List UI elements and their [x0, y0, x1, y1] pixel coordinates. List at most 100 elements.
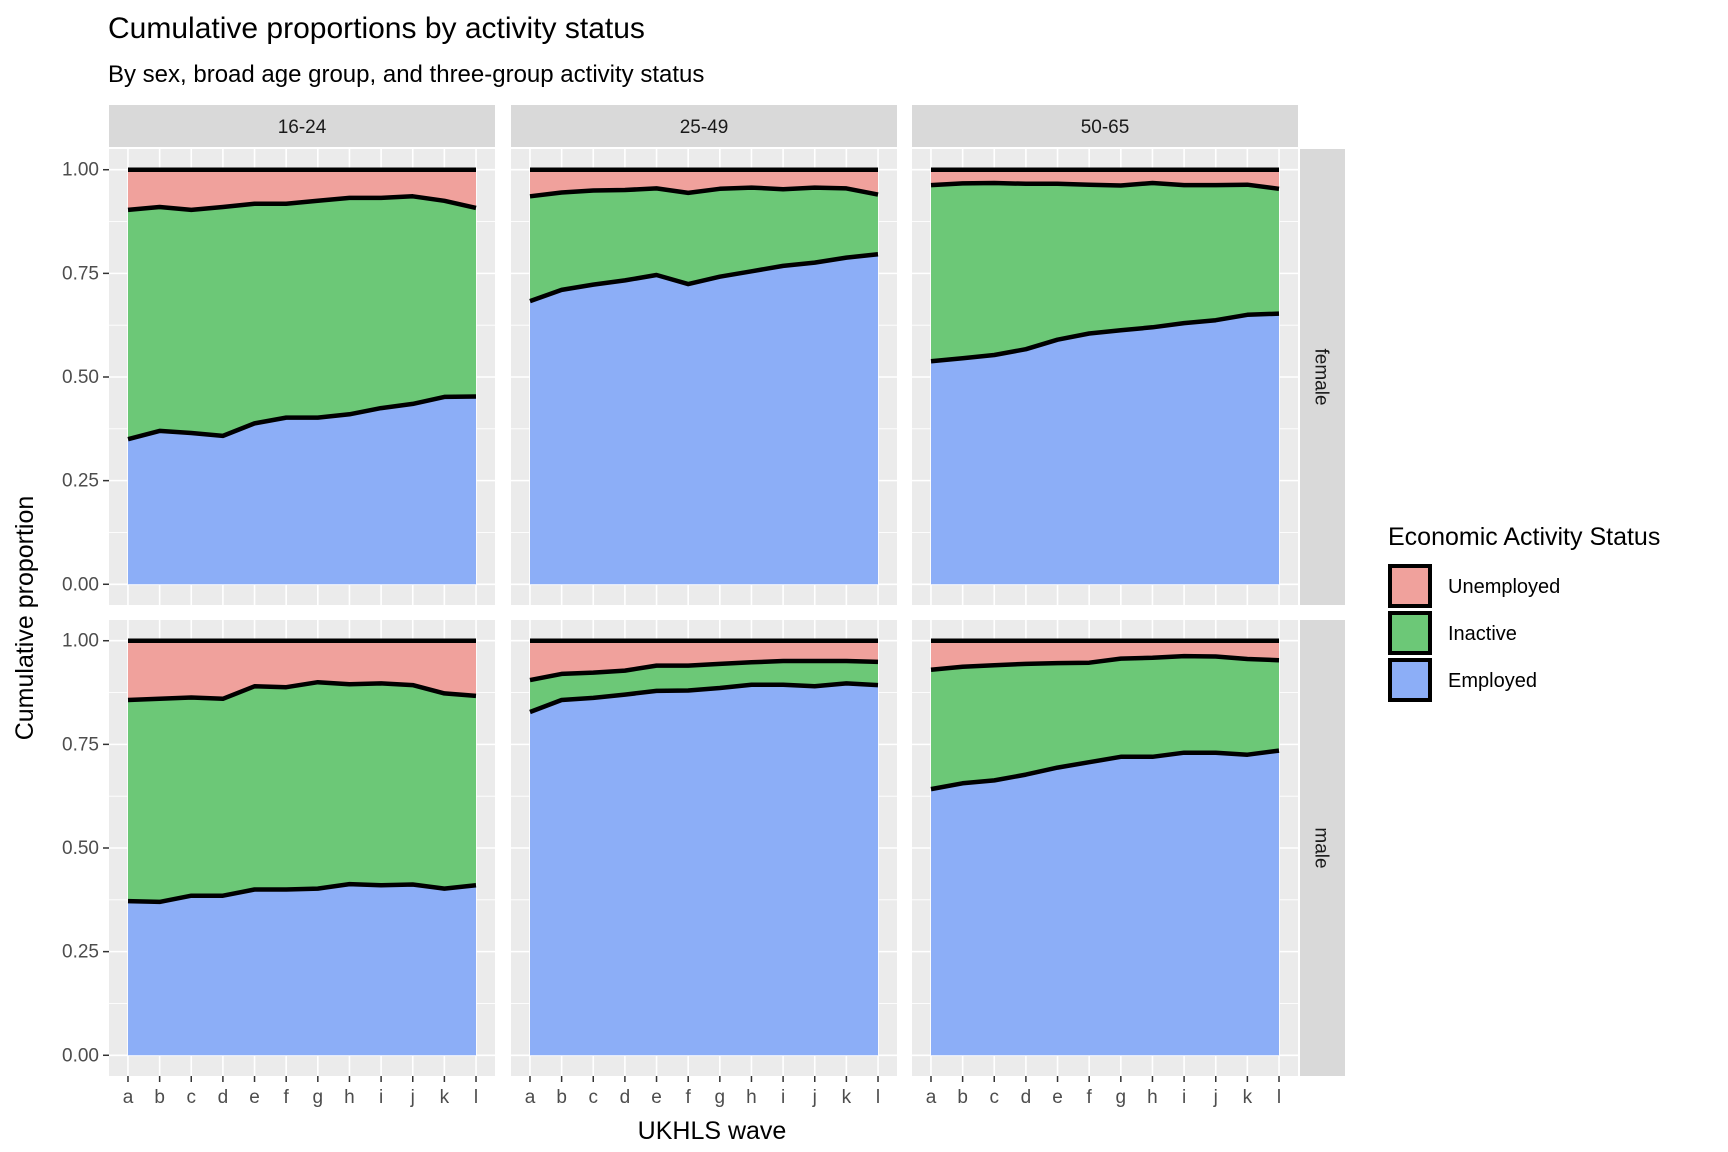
y-tick-label: 0.75 — [62, 734, 99, 755]
x-tick-label: b — [154, 1087, 165, 1108]
facet-strip-label: 50-65 — [1081, 117, 1130, 138]
line-employed — [529, 681, 879, 715]
line-employed — [930, 311, 1280, 364]
area-inactive — [530, 661, 878, 712]
y-tick-label: 0.50 — [62, 838, 99, 859]
area-inactive — [128, 196, 476, 440]
area-employed — [931, 313, 1279, 585]
x-tick-label: i — [379, 1087, 383, 1108]
y-tick-label: 0.00 — [62, 574, 99, 595]
legend-label-inactive: Inactive — [1448, 623, 1517, 645]
x-tick-label: g — [1116, 1087, 1127, 1108]
x-tick-label: j — [410, 1087, 415, 1108]
facet-strip-25-49 — [511, 105, 897, 147]
area-inactive — [931, 183, 1279, 362]
x-tick-label: j — [812, 1087, 817, 1108]
line-inactive — [127, 194, 477, 213]
legend-label-unemployed: Unemployed — [1448, 576, 1560, 598]
y-tick-label: 1.00 — [62, 160, 99, 181]
x-tick-label: h — [1147, 1087, 1158, 1108]
y-tick-label: 1.00 — [62, 631, 99, 652]
x-tick-label: f — [1087, 1087, 1093, 1108]
x-tick-label: k — [842, 1087, 852, 1108]
facet-strip-16-24 — [109, 105, 495, 147]
x-tick-label: c — [187, 1087, 197, 1108]
line-inactive — [127, 679, 477, 703]
area-unemployed — [128, 169, 476, 210]
line-employed — [529, 252, 879, 304]
legend-label-employed: Employed — [1448, 670, 1537, 692]
x-tick-label: d — [1021, 1087, 1032, 1108]
x-tick-label: a — [123, 1087, 134, 1108]
panel-female-16-24: 0.00 0.25 0.50 0.75 1.00 — [62, 149, 495, 605]
legend-key-unemployed — [1388, 564, 1432, 608]
area-inactive — [128, 682, 476, 902]
x-tick-label: b — [957, 1087, 968, 1108]
y-tick-label: 0.50 — [62, 367, 99, 388]
x-tick-label: k — [440, 1087, 450, 1108]
y-tick-label: 0.75 — [62, 263, 99, 284]
x-tick-label: l — [876, 1087, 880, 1108]
legend-title: Economic Activity Status — [1388, 523, 1660, 551]
panel-male-16-24: 0.00 0.25 0.50 0.75 1.00 a b c d e f g h i j k l — [62, 620, 495, 1108]
x-tick-label: h — [746, 1087, 757, 1108]
x-tick-label: a — [926, 1087, 937, 1108]
x-tick-label: b — [556, 1087, 567, 1108]
facet-strip-label: male — [1311, 827, 1332, 868]
line-inactive — [930, 653, 1280, 672]
y-tick-label: 0.25 — [62, 942, 99, 963]
x-tick-label: g — [313, 1087, 324, 1108]
line-inactive — [930, 180, 1280, 192]
x-tick-label: a — [525, 1087, 536, 1108]
chart-subtitle: By sex, broad age group, and three-group… — [108, 61, 704, 88]
line-inactive — [529, 185, 879, 199]
line-employed — [127, 881, 477, 905]
facet-strip-label: female — [1311, 348, 1332, 405]
y-tick-label: 0.00 — [62, 1045, 99, 1066]
x-tick-label: l — [474, 1087, 478, 1108]
legend: Economic Activity Status Unemployed Inact… — [1388, 523, 1660, 702]
x-tick-label: d — [620, 1087, 631, 1108]
x-tick-label: c — [990, 1087, 1000, 1108]
y-tick-label: 0.25 — [62, 471, 99, 492]
x-tick-label: l — [1277, 1087, 1281, 1108]
x-tick-label: e — [249, 1087, 260, 1108]
x-tick-label: e — [1052, 1087, 1063, 1108]
x-tick-label: f — [686, 1087, 692, 1108]
x-tick-label: d — [218, 1087, 229, 1108]
chart-title: Cumulative proportions by activity statu… — [108, 12, 645, 45]
area-employed — [128, 396, 476, 585]
facet-strip-label: 25-49 — [680, 117, 729, 138]
x-tick-label: h — [344, 1087, 355, 1108]
panel-female-25-49 — [511, 149, 897, 605]
facet-strip-50-65 — [912, 105, 1298, 147]
line-employed — [930, 748, 1280, 792]
x-tick-label: i — [1182, 1087, 1186, 1108]
y-axis-title: Cumulative proportion — [11, 496, 39, 741]
x-tick-label: j — [1213, 1087, 1218, 1108]
area-inactive — [931, 656, 1279, 790]
panel-female-50-65 — [912, 149, 1298, 605]
x-tick-label: k — [1243, 1087, 1253, 1108]
legend-key-employed — [1388, 658, 1432, 702]
x-tick-label: e — [651, 1087, 662, 1108]
facet-strip-female — [1300, 149, 1345, 605]
line-employed — [127, 394, 477, 442]
legend-key-inactive — [1388, 611, 1432, 655]
facet-strip-label: 16-24 — [278, 117, 327, 138]
x-tick-label: g — [715, 1087, 726, 1108]
x-tick-label: f — [284, 1087, 290, 1108]
line-inactive — [529, 658, 879, 683]
x-tick-label: i — [781, 1087, 785, 1108]
area-inactive — [530, 187, 878, 302]
area-employed — [931, 750, 1279, 1056]
x-tick-label: c — [589, 1087, 599, 1108]
area-employed — [530, 683, 878, 1056]
x-axis-title: UKHLS wave — [638, 1117, 787, 1145]
facet-strip-male — [1300, 620, 1345, 1076]
area-unemployed — [128, 640, 476, 700]
area-employed — [128, 884, 476, 1056]
